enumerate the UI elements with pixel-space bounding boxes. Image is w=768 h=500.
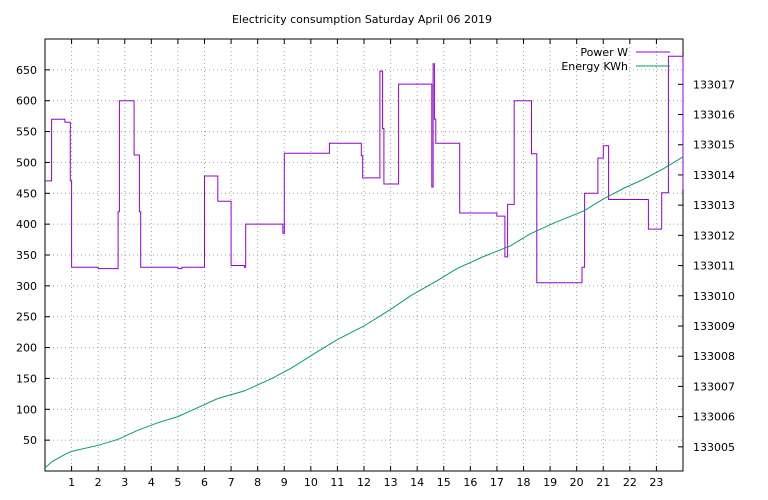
y2-tick-label: 133008 xyxy=(693,350,735,363)
x-tick-label: 11 xyxy=(330,476,344,489)
x-tick-label: 8 xyxy=(254,476,261,489)
x-tick-label: 9 xyxy=(281,476,288,489)
x-tick-label: 10 xyxy=(304,476,318,489)
y-tick-label: 300 xyxy=(16,280,37,293)
x-tick-label: 5 xyxy=(174,476,181,489)
x-tick-label: 21 xyxy=(596,476,610,489)
y-tick-label: 650 xyxy=(16,64,37,77)
y-tick-label: 200 xyxy=(16,342,37,355)
x-tick-label: 7 xyxy=(228,476,235,489)
legend-label: Energy KWh xyxy=(561,60,628,73)
y2-tick-label: 133009 xyxy=(693,320,735,333)
y-tick-label: 450 xyxy=(16,187,37,200)
x-tick-label: 17 xyxy=(490,476,504,489)
y2-tick-label: 133016 xyxy=(693,109,735,122)
y2-tick-label: 133005 xyxy=(693,441,735,454)
x-tick-label: 6 xyxy=(201,476,208,489)
y-tick-label: 150 xyxy=(16,372,37,385)
y-tick-label: 500 xyxy=(16,156,37,169)
x-tick-label: 23 xyxy=(649,476,663,489)
chart-title: Electricity consumption Saturday April 0… xyxy=(232,13,492,26)
x-tick-label: 1 xyxy=(68,476,75,489)
x-tick-label: 22 xyxy=(623,476,637,489)
y2-tick-label: 133010 xyxy=(693,290,735,303)
y-tick-label: 100 xyxy=(16,403,37,416)
x-tick-label: 19 xyxy=(543,476,557,489)
series-line-energy-kwh xyxy=(44,156,684,469)
y2-tick-label: 133017 xyxy=(693,78,735,91)
x-tick-label: 16 xyxy=(463,476,477,489)
y2-tick-label: 133012 xyxy=(693,229,735,242)
grid-layer xyxy=(45,39,683,471)
y2-tick-label: 133014 xyxy=(693,169,735,182)
plot-frame xyxy=(44,38,684,472)
legend-label: Power W xyxy=(580,46,628,59)
series-layer xyxy=(44,55,684,469)
y-tick-label: 400 xyxy=(16,218,37,231)
y2-tick-label: 133013 xyxy=(693,199,735,212)
y-tick-label: 550 xyxy=(16,126,37,139)
y-tick-label: 250 xyxy=(16,311,37,324)
x-tick-label: 3 xyxy=(121,476,128,489)
series-line-power-w xyxy=(45,55,684,284)
y-tick-label: 50 xyxy=(23,434,37,447)
x-tick-label: 12 xyxy=(357,476,371,489)
x-tick-label: 20 xyxy=(570,476,584,489)
x-tick-label: 18 xyxy=(517,476,531,489)
x-tick-label: 2 xyxy=(95,476,102,489)
y2-tick-label: 133011 xyxy=(693,260,735,273)
y2-tick-label: 133015 xyxy=(693,139,735,152)
y2-tick-label: 133007 xyxy=(693,380,735,393)
x-tick-label: 15 xyxy=(437,476,451,489)
axis-layer: 1 2 3 4 5 6 7 8 9 10 11 12 13 14 15 16 17 18 19 20 21 22 23501… xyxy=(16,38,735,489)
y2-tick-label: 133006 xyxy=(693,411,735,424)
y-tick-label: 600 xyxy=(16,95,37,108)
x-tick-label: 14 xyxy=(410,476,424,489)
y-tick-label: 350 xyxy=(16,249,37,262)
x-tick-label: 4 xyxy=(148,476,155,489)
x-tick-label: 13 xyxy=(384,476,398,489)
